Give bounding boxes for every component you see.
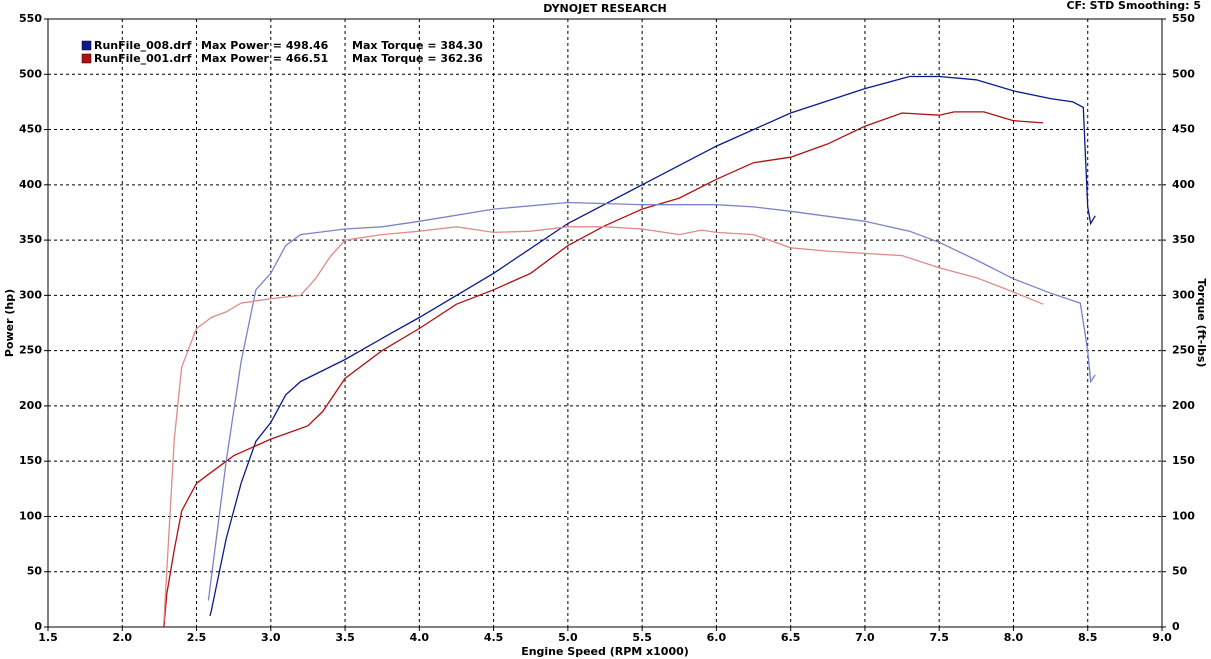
chart-subtitle: CF: STD Smoothing: 5: [1066, 0, 1201, 12]
y2-axis-label: Torque (ft-lbs): [1195, 279, 1208, 368]
y-tick-label: 0: [34, 620, 42, 633]
x-tick-label: 2.0: [113, 631, 133, 644]
x-tick-label: 9.0: [1152, 631, 1172, 644]
x-tick-label: 7.5: [929, 631, 949, 644]
y2-tick-label: 250: [1172, 344, 1195, 357]
series-line: [163, 111, 1044, 628]
y-tick-label: 50: [27, 565, 43, 578]
x-tick-label: 2.5: [187, 631, 207, 644]
x-tick-label: 5.5: [632, 631, 652, 644]
y-tick-label: 150: [19, 454, 42, 467]
y2-tick-label: 400: [1172, 178, 1195, 191]
series-line: [209, 75, 1096, 617]
y-tick-label: 550: [19, 12, 42, 25]
x-tick-label: 3.5: [335, 631, 355, 644]
x-tick-label: 6.5: [781, 631, 801, 644]
series-line: [207, 201, 1096, 601]
x-tick-label: 3.0: [261, 631, 281, 644]
y-tick-label: 100: [19, 509, 42, 522]
y-tick-label: 250: [19, 344, 42, 357]
y2-tick-label: 450: [1172, 123, 1195, 136]
legend-swatch: [81, 53, 92, 64]
series-line: [163, 226, 1044, 622]
y-axis-label: Power (hp): [3, 289, 16, 357]
y2-tick-label: 500: [1172, 67, 1195, 80]
y2-tick-label: 100: [1172, 509, 1195, 522]
y2-tick-label: 0: [1172, 620, 1180, 633]
x-tick-label: 4.5: [484, 631, 504, 644]
legend-label: RunFile_001.drf: [94, 52, 192, 65]
x-tick-label: 8.5: [1078, 631, 1098, 644]
y2-tick-label: 50: [1172, 565, 1188, 578]
x-tick-label: 4.0: [410, 631, 430, 644]
legend-note: Max Power = 498.46: [201, 39, 329, 52]
y2-tick-label: 550: [1172, 12, 1195, 25]
legend-note: Max Power = 466.51: [201, 52, 328, 65]
x-tick-label: 8.0: [1004, 631, 1024, 644]
chart-title: DYNOJET RESEARCH: [543, 2, 666, 15]
y-tick-label: 500: [19, 67, 42, 80]
x-tick-label: 7.0: [855, 631, 875, 644]
x-tick-label: 1.5: [38, 631, 58, 644]
x-tick-label: 6.0: [707, 631, 727, 644]
x-tick-label: 5.0: [558, 631, 578, 644]
y2-tick-label: 200: [1172, 399, 1195, 412]
y-tick-label: 450: [19, 123, 42, 136]
legend-label: RunFile_008.drf: [94, 39, 192, 52]
y2-tick-label: 300: [1172, 288, 1195, 301]
y-tick-label: 350: [19, 233, 42, 246]
y-tick-label: 200: [19, 399, 42, 412]
y-tick-label: 400: [19, 178, 42, 191]
x-axis-label: Engine Speed (RPM x1000): [521, 645, 689, 658]
legend-note: Max Torque = 362.36: [352, 52, 483, 65]
legend-swatch: [81, 40, 92, 51]
y2-tick-label: 150: [1172, 454, 1195, 467]
legend-note: Max Torque = 384.30: [352, 39, 483, 52]
y-tick-label: 300: [19, 288, 42, 301]
plot-frame: [47, 18, 1163, 628]
y2-tick-label: 350: [1172, 233, 1195, 246]
